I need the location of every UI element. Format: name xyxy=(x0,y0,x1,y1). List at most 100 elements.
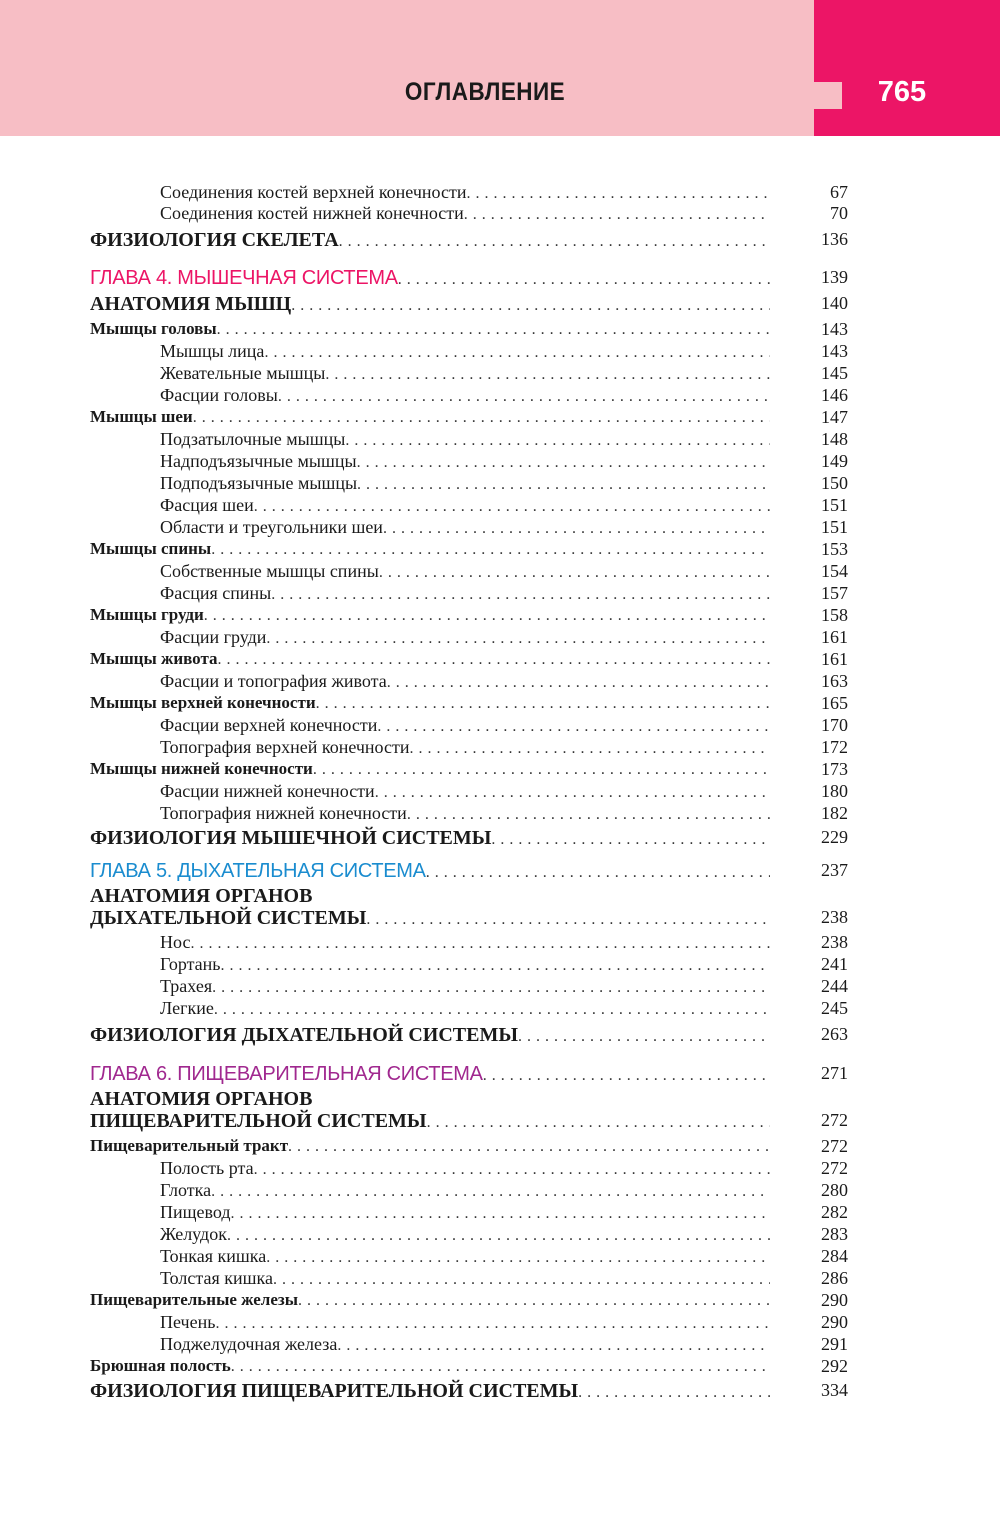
toc-entry-sub[interactable]: Мышцы лица 143 xyxy=(90,341,848,365)
toc-entry-sub[interactable]: Поджелудочная железа 291 xyxy=(90,1334,848,1358)
toc-entry-sub[interactable]: Гортань 241 xyxy=(90,954,848,978)
toc-entry-major[interactable]: ДЫХАТЕЛЬНОЙ СИСТЕМЫ 238 xyxy=(90,907,848,931)
toc-entry-sub[interactable]: Пищевод 282 xyxy=(90,1202,848,1226)
toc-entry-sub[interactable]: Тонкая кишка 284 xyxy=(90,1246,848,1270)
toc-entry-title: Фасция шеи xyxy=(160,495,254,515)
toc-entry-page: 271 xyxy=(821,1063,848,1083)
toc-entry-chapter[interactable]: ГЛАВА 5. ДЫХАТЕЛЬНАЯ СИСТЕМА 237 xyxy=(90,860,848,884)
toc-entry-major[interactable]: ФИЗИОЛОГИЯ МЫШЕЧНОЙ СИСТЕМЫ 229 xyxy=(90,827,848,851)
toc-entry-section[interactable]: Пищеварительный тракт 272 xyxy=(90,1136,848,1160)
toc-entry-sub[interactable]: Топография верхней конечности 172 xyxy=(90,737,848,761)
toc-entry-sub[interactable]: Трахея 244 xyxy=(90,976,848,1000)
toc-entry-title: Гортань xyxy=(160,954,221,974)
toc-entry-title: Легкие xyxy=(160,998,214,1018)
toc-entry-page: 182 xyxy=(821,803,848,823)
dot-leader xyxy=(278,388,770,406)
toc-entry-sub[interactable]: Фасции груди 161 xyxy=(90,627,848,651)
toc-entry-section[interactable]: Пищеварительные железы 290 xyxy=(90,1290,848,1314)
toc-entry-sub[interactable]: Области и треугольники шеи 151 xyxy=(90,517,848,541)
toc-entry-sub[interactable]: Нос 238 xyxy=(90,932,848,956)
toc-entry-sub[interactable]: Подподъязычные мышцы 150 xyxy=(90,473,848,497)
toc-entry-title: Надподъязычные мышцы xyxy=(160,451,357,471)
toc-entry-section[interactable]: Мышцы головы 143 xyxy=(90,319,848,343)
toc-entry-title: Поджелудочная железа xyxy=(160,1334,338,1354)
toc-entry-title: Трахея xyxy=(160,976,213,996)
dot-leader xyxy=(227,1227,770,1245)
toc-entry-title: Нос xyxy=(160,932,191,952)
toc-entry-page: 153 xyxy=(821,539,848,559)
toc-entry-chapter[interactable]: ГЛАВА 4. МЫШЕЧНАЯ СИСТЕМА 139 xyxy=(90,267,848,291)
dot-leader xyxy=(264,344,770,362)
toc-entry-chapter[interactable]: ГЛАВА 6. ПИЩЕВАРИТЕЛЬНАЯ СИСТЕМА 271 xyxy=(90,1063,848,1087)
dot-leader xyxy=(313,761,770,779)
toc-entry-major[interactable]: ФИЗИОЛОГИЯ СКЕЛЕТА 136 xyxy=(90,229,848,253)
toc-entry-section[interactable]: Мышцы нижней конечности 173 xyxy=(90,759,848,783)
toc-entry-sub[interactable]: Легкие 245 xyxy=(90,998,848,1022)
dot-leader xyxy=(291,297,770,315)
toc-entry-major[interactable]: ПИЩЕВАРИТЕЛЬНОЙ СИСТЕМЫ 272 xyxy=(90,1110,848,1134)
toc-entry-sub[interactable]: Соединения костей нижней конечности 70 xyxy=(90,203,848,227)
toc-entry-title: Фасция спины xyxy=(160,583,272,603)
toc-entry-page: 280 xyxy=(821,1180,848,1200)
toc-entry-page: 139 xyxy=(821,267,848,287)
toc-entry-sub[interactable]: Фасция спины 157 xyxy=(90,583,848,607)
dot-leader xyxy=(407,806,770,824)
toc-entry-page: 238 xyxy=(821,907,848,927)
dot-leader xyxy=(218,651,770,669)
dot-leader xyxy=(217,321,770,339)
page-number: 765 xyxy=(877,76,927,108)
toc-entry-major[interactable]: АНАТОМИЯ МЫШЦ 140 xyxy=(90,293,848,317)
toc-entry-page: 158 xyxy=(821,605,848,625)
toc-entry-sub[interactable]: Глотка 280 xyxy=(90,1180,848,1204)
toc-entry-page: 145 xyxy=(821,363,848,383)
toc-entry-page: 334 xyxy=(821,1380,848,1400)
toc-entry-page: 272 xyxy=(821,1158,848,1178)
toc-entry-title: Фасции груди xyxy=(160,627,267,647)
toc-entry-sub[interactable]: Соединения костей верхней конечности 67 xyxy=(90,182,848,206)
running-header-band xyxy=(0,0,814,136)
dot-leader xyxy=(316,695,770,713)
toc-entry-title: Мышцы груди xyxy=(90,605,204,624)
toc-entry-major[interactable]: ФИЗИОЛОГИЯ ПИЩЕВАРИТЕЛЬНОЙ СИСТЕМЫ 334 xyxy=(90,1380,848,1404)
toc-entry-title: Фасции нижней конечности xyxy=(160,781,375,801)
toc-entry-sub[interactable]: Фасции головы 146 xyxy=(90,385,848,409)
toc-entry-title: ФИЗИОЛОГИЯ ПИЩЕВАРИТЕЛЬНОЙ СИСТЕМЫ xyxy=(90,1380,579,1402)
toc-entry-sub[interactable]: Собственные мышцы спины 154 xyxy=(90,561,848,585)
toc-entry-page: 238 xyxy=(821,932,848,952)
toc-entry-sub[interactable]: Подзатылочные мышцы 148 xyxy=(90,429,848,453)
toc-entry-title: Топография верхней конечности xyxy=(160,737,410,757)
toc-entry-major[interactable]: ФИЗИОЛОГИЯ ДЫХАТЕЛЬНОЙ СИСТЕМЫ 263 xyxy=(90,1024,848,1048)
dot-leader xyxy=(214,1001,770,1019)
toc-entry-section[interactable]: Мышцы живота 161 xyxy=(90,649,848,673)
toc-entry-title: ГЛАВА 5. ДЫХАТЕЛЬНАЯ СИСТЕМА xyxy=(90,860,426,882)
dot-leader xyxy=(215,1315,770,1333)
toc-entry-section[interactable]: Брюшная полость 292 xyxy=(90,1356,848,1380)
toc-entry-section[interactable]: Мышцы верхней конечности 165 xyxy=(90,693,848,717)
toc-entry-title: Подподъязычные мышцы xyxy=(160,473,358,493)
toc-entry-page: 290 xyxy=(821,1290,848,1310)
toc-entry-sub[interactable]: Топография нижней конечности 182 xyxy=(90,803,848,827)
toc-entry-title: Полость рта xyxy=(160,1158,254,1178)
toc-entry-section[interactable]: Мышцы спины 153 xyxy=(90,539,848,563)
toc-entry-sub[interactable]: Надподъязычные мышцы 149 xyxy=(90,451,848,475)
toc-entry-sub[interactable]: Печень 290 xyxy=(90,1312,848,1336)
toc-entry-sub[interactable]: Фасции и топография живота 163 xyxy=(90,671,848,695)
toc-entry-section[interactable]: Мышцы шеи 147 xyxy=(90,407,848,431)
toc-entry-title: Мышцы лица xyxy=(160,341,265,361)
toc-entry-title: АНАТОМИЯ МЫШЦ xyxy=(90,293,292,315)
toc-entry-sub[interactable]: Фасции верхней конечности 170 xyxy=(90,715,848,739)
toc-entry-page: 237 xyxy=(821,860,848,880)
toc-entry-sub[interactable]: Толстая кишка 286 xyxy=(90,1268,848,1292)
toc-entry-section[interactable]: Мышцы груди 158 xyxy=(90,605,848,629)
dot-leader xyxy=(357,454,770,472)
toc-entry-sub[interactable]: Полость рта 272 xyxy=(90,1158,848,1182)
toc-entry-sub[interactable]: Желудок 283 xyxy=(90,1224,848,1248)
toc-entry-sub[interactable]: Фасции нижней конечности 180 xyxy=(90,781,848,805)
toc-entry-page: 163 xyxy=(821,671,848,691)
toc-entry-page: 170 xyxy=(821,715,848,735)
dot-leader xyxy=(211,541,770,559)
toc-entry-sub[interactable]: Фасция шеи 151 xyxy=(90,495,848,519)
toc-entry-title: Подзатылочные мышцы xyxy=(160,429,346,449)
toc-entry-page: 263 xyxy=(821,1024,848,1044)
toc-entry-sub[interactable]: Жевательные мышцы 145 xyxy=(90,363,848,387)
